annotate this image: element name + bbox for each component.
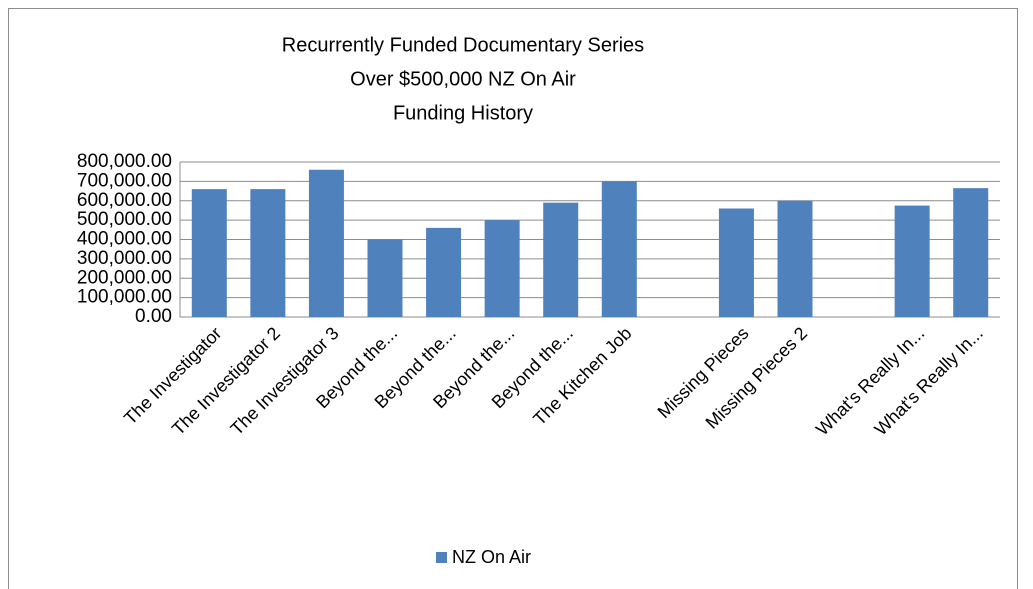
bar	[484, 220, 520, 317]
bar	[601, 181, 637, 317]
bar	[777, 200, 813, 317]
y-tick-label: 300,000.00	[77, 248, 172, 269]
bar	[191, 189, 227, 317]
bar	[426, 227, 462, 317]
y-tick-label: 700,000.00	[77, 170, 172, 191]
y-tick-label: 200,000.00	[77, 267, 172, 288]
y-tick-label: 600,000.00	[77, 190, 172, 211]
y-tick-label: 400,000.00	[77, 229, 172, 250]
chart-title: Funding History	[393, 102, 533, 124]
bar	[308, 169, 344, 317]
bar	[894, 205, 930, 317]
legend-swatch	[436, 552, 447, 563]
chart-title: Recurrently Funded Documentary Series	[282, 34, 644, 56]
y-tick-label: 0.00	[135, 306, 172, 327]
bar	[250, 189, 286, 317]
chart-title: Over $500,000 NZ On Air	[350, 68, 576, 90]
bar	[718, 208, 754, 317]
legend-label: NZ On Air	[452, 547, 531, 567]
y-tick-label: 100,000.00	[77, 287, 172, 308]
bar	[367, 239, 403, 317]
bar	[953, 188, 989, 317]
y-tick-label: 800,000.00	[77, 151, 172, 172]
bar	[543, 202, 579, 317]
y-tick-label: 500,000.00	[77, 209, 172, 230]
